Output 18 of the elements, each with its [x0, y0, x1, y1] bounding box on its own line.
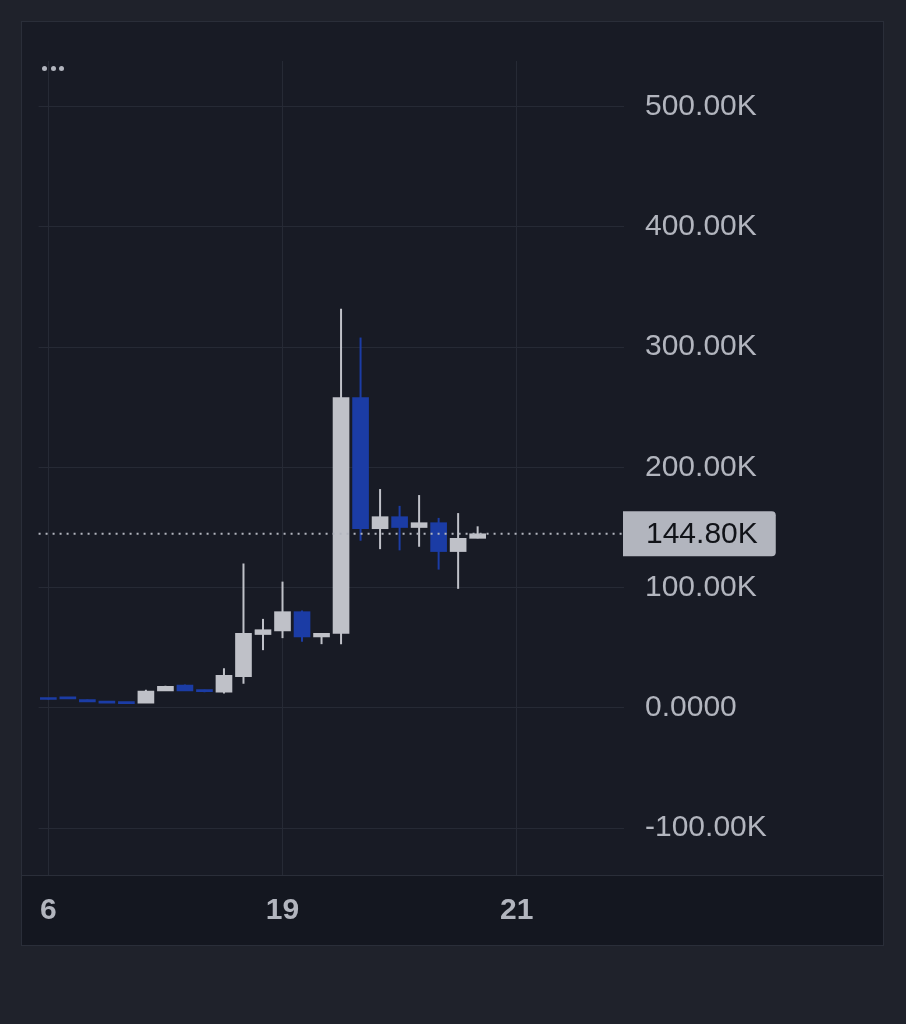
x-tick-label: 6: [40, 892, 57, 926]
ref-line-label: 144.80K: [646, 516, 758, 550]
x-tick-label: 19: [265, 892, 300, 926]
x-tick-label: 21: [499, 892, 534, 926]
candlestick: [391, 504, 408, 552]
y-tick-label: 0.0000: [645, 689, 737, 723]
y-tick-label: 500.00K: [645, 87, 757, 121]
candlestick: [274, 580, 291, 640]
candlestick: [215, 667, 233, 695]
y-tick-label: 200.00K: [645, 448, 757, 482]
y-tick-label: 400.00K: [645, 208, 757, 242]
y-tick-label: 100.00K: [645, 568, 757, 602]
candlestick: [371, 488, 389, 551]
y-tick-label: 300.00K: [645, 328, 757, 362]
y-tick-label: -100.00K: [645, 809, 767, 843]
candlestick: [410, 494, 428, 548]
candlestick: [449, 512, 467, 590]
candlestick: [254, 617, 272, 652]
